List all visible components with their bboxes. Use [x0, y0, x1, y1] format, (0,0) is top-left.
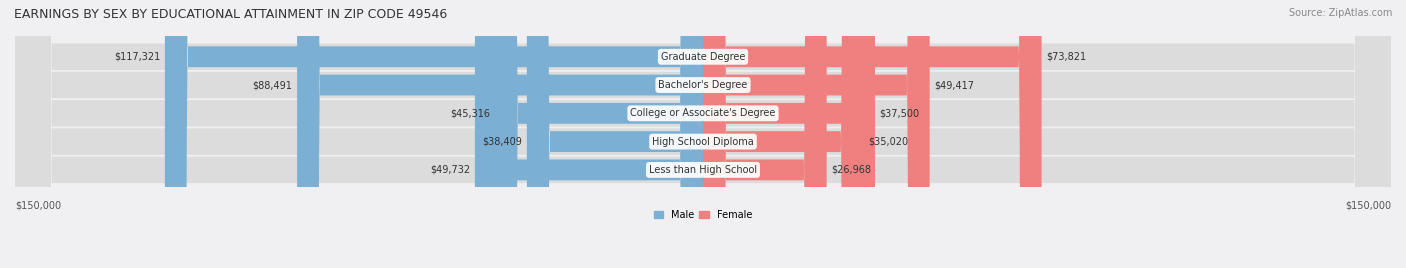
Text: High School Diploma: High School Diploma	[652, 137, 754, 147]
Text: $150,000: $150,000	[1346, 201, 1391, 211]
Text: $35,020: $35,020	[869, 137, 908, 147]
FancyBboxPatch shape	[527, 0, 703, 268]
FancyBboxPatch shape	[475, 0, 703, 268]
Text: $26,968: $26,968	[831, 165, 872, 175]
Text: $37,500: $37,500	[880, 108, 920, 118]
FancyBboxPatch shape	[703, 0, 863, 268]
Text: $49,732: $49,732	[430, 165, 471, 175]
FancyBboxPatch shape	[703, 0, 875, 268]
FancyBboxPatch shape	[297, 0, 703, 268]
FancyBboxPatch shape	[495, 0, 703, 268]
Text: College or Associate's Degree: College or Associate's Degree	[630, 108, 776, 118]
Text: EARNINGS BY SEX BY EDUCATIONAL ATTAINMENT IN ZIP CODE 49546: EARNINGS BY SEX BY EDUCATIONAL ATTAINMEN…	[14, 8, 447, 21]
FancyBboxPatch shape	[15, 0, 1391, 268]
Text: $150,000: $150,000	[15, 201, 60, 211]
Text: $45,316: $45,316	[450, 108, 491, 118]
FancyBboxPatch shape	[703, 0, 929, 268]
Text: Source: ZipAtlas.com: Source: ZipAtlas.com	[1288, 8, 1392, 18]
Legend: Male, Female: Male, Female	[650, 206, 756, 224]
FancyBboxPatch shape	[15, 0, 1391, 268]
Text: $38,409: $38,409	[482, 137, 522, 147]
Text: Less than High School: Less than High School	[650, 165, 756, 175]
Text: Graduate Degree: Graduate Degree	[661, 52, 745, 62]
Text: $117,321: $117,321	[114, 52, 160, 62]
Text: Bachelor's Degree: Bachelor's Degree	[658, 80, 748, 90]
FancyBboxPatch shape	[165, 0, 703, 268]
FancyBboxPatch shape	[15, 0, 1391, 268]
FancyBboxPatch shape	[703, 0, 827, 268]
FancyBboxPatch shape	[15, 0, 1391, 268]
Text: $88,491: $88,491	[253, 80, 292, 90]
FancyBboxPatch shape	[15, 0, 1391, 268]
FancyBboxPatch shape	[703, 0, 1042, 268]
Text: $49,417: $49,417	[934, 80, 974, 90]
Text: $73,821: $73,821	[1046, 52, 1087, 62]
